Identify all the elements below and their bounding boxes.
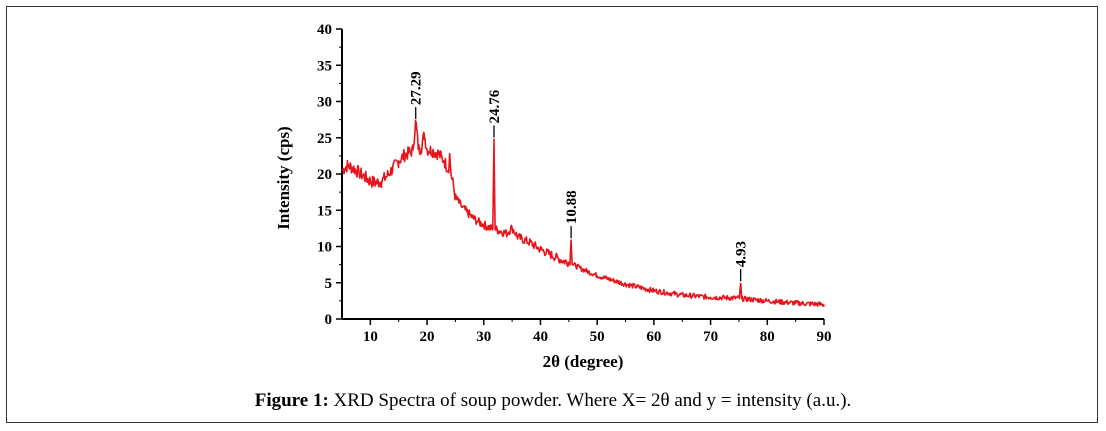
y-tick-label: 5	[325, 276, 333, 292]
figure-frame	[6, 6, 1098, 423]
x-tick-label: 70	[703, 329, 718, 345]
y-ticks: 0 5 10 15 20 25 30 35 40	[317, 22, 342, 328]
peak-annotation-label: 10.88	[564, 190, 580, 224]
y-axis-title: Intensity (cps)	[274, 126, 293, 229]
x-tick-label: 50	[590, 329, 605, 345]
x-axis-title: 2θ (degree)	[543, 352, 624, 371]
x-tick-label: 20	[420, 329, 435, 345]
x-tick-label: 10	[363, 329, 378, 345]
y-tick-label: 20	[317, 167, 332, 183]
peak-annotations: 27.29 24.76 10.88 4.93	[409, 71, 750, 282]
peak-annotation-label: 4.93	[734, 241, 750, 267]
y-tick-label: 35	[317, 58, 332, 74]
y-tick-label: 10	[317, 240, 332, 256]
y-tick-label: 30	[317, 95, 332, 111]
y-tick-label: 15	[317, 203, 332, 219]
peak-annotation-label: 27.29	[409, 71, 425, 105]
figure-caption: Figure 1: XRD Spectra of soup powder. Wh…	[0, 390, 1106, 412]
x-ticks: 10 20 30 40 50 60 70 80 90	[363, 319, 832, 345]
y-tick-label: 40	[317, 22, 332, 38]
x-tick-label: 90	[817, 329, 832, 345]
x-tick-label: 60	[646, 329, 661, 345]
caption-text: XRD Spectra of soup powder. Where X= 2θ …	[328, 390, 852, 411]
x-tick-label: 40	[533, 329, 548, 345]
y-tick-label: 0	[325, 312, 333, 328]
caption-label: Figure 1:	[254, 390, 329, 411]
y-tick-label: 25	[317, 131, 332, 147]
x-tick-label: 30	[476, 329, 491, 345]
x-tick-label: 80	[760, 329, 775, 345]
xrd-series-line	[341, 119, 825, 307]
peak-annotation-label: 24.76	[487, 89, 503, 123]
